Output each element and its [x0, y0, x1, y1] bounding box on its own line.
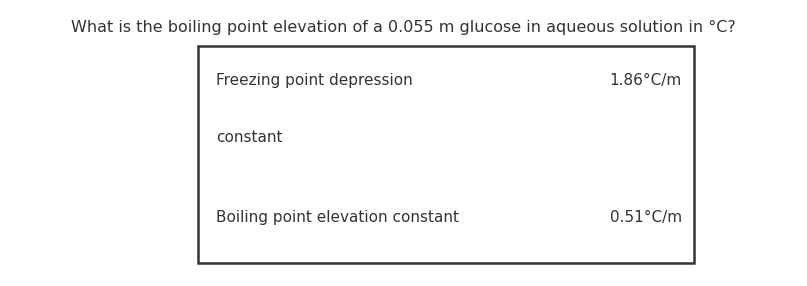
Text: Freezing point depression: Freezing point depression [216, 73, 413, 88]
Text: Boiling point elevation constant: Boiling point elevation constant [216, 210, 459, 225]
Text: 1.86°C/m: 1.86°C/m [609, 73, 682, 88]
Text: What is the boiling point elevation of a 0.055 m glucose in aqueous solution in : What is the boiling point elevation of a… [71, 20, 736, 35]
Text: 0.51°C/m: 0.51°C/m [610, 210, 682, 225]
Text: constant: constant [216, 130, 282, 145]
